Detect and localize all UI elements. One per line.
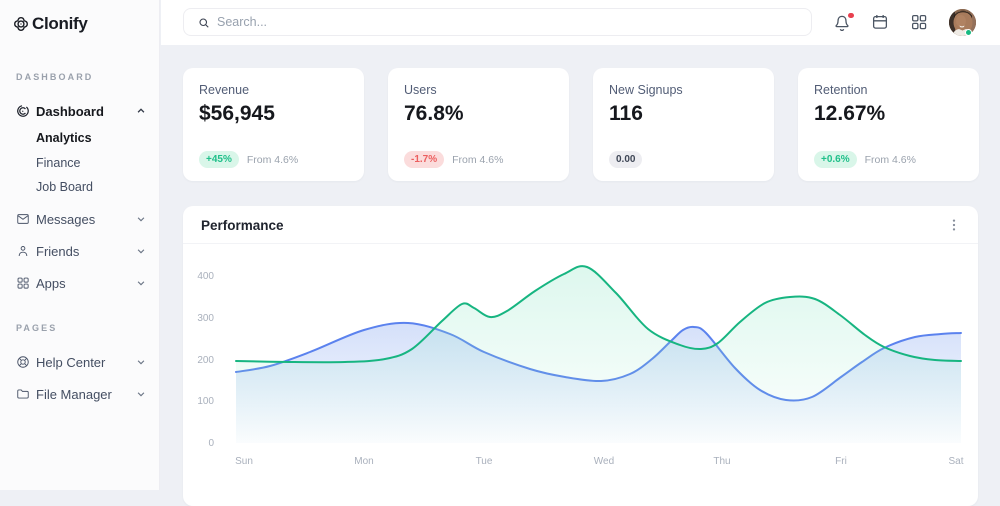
svg-text:200: 200 xyxy=(197,355,214,366)
svg-text:Tue: Tue xyxy=(476,456,493,467)
svg-text:Thu: Thu xyxy=(713,456,730,467)
svg-text:Mon: Mon xyxy=(354,456,373,467)
svg-text:300: 300 xyxy=(197,313,214,324)
svg-text:100: 100 xyxy=(197,396,214,407)
svg-text:Sat: Sat xyxy=(948,456,963,467)
svg-text:400: 400 xyxy=(197,271,214,282)
svg-text:Wed: Wed xyxy=(594,456,614,467)
svg-text:Fri: Fri xyxy=(835,456,847,467)
svg-text:Sun: Sun xyxy=(235,456,253,467)
svg-text:0: 0 xyxy=(208,438,214,449)
